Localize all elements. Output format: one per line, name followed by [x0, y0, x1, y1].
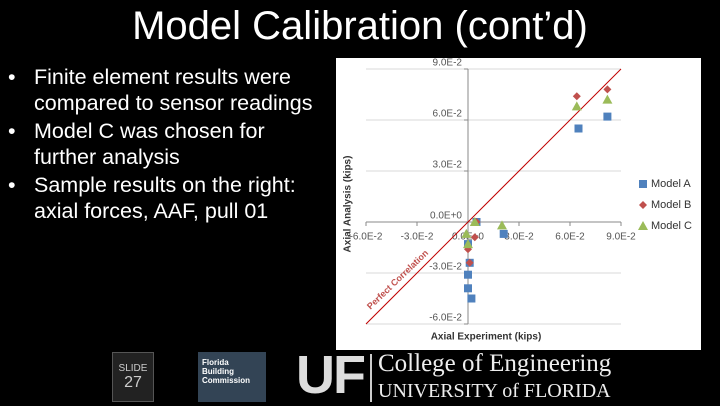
slide-number-box: SLIDE 27	[112, 352, 154, 402]
x-axis-title: Axial Experiment (kips)	[431, 332, 542, 343]
college-name: College of Engineering	[378, 350, 612, 377]
chart: -6.0E-2 -3.0E-2 0.0E+0 3.0E-2 6.0E-2 9.0E-2 -6…	[336, 58, 701, 350]
bullet-list: Finite element results were compared to …	[8, 64, 330, 226]
y-tick-label: 9.0E-2	[433, 58, 463, 69]
legend-marker	[639, 201, 647, 209]
point	[603, 85, 612, 94]
point	[461, 228, 472, 238]
bullet: Sample results on the right: axial force…	[8, 172, 330, 224]
y-tick-label: 0.0E+0	[430, 211, 462, 222]
divider	[370, 354, 372, 402]
legend-marker	[639, 180, 647, 188]
point	[464, 270, 472, 279]
slide-number: 27	[124, 374, 142, 391]
point	[464, 284, 472, 293]
annotation: Perfect Correlation	[365, 248, 430, 311]
partner-logo: Florida Building Commission	[198, 352, 266, 402]
y-tick-label: 6.0E-2	[433, 109, 463, 120]
point	[571, 101, 582, 111]
point	[469, 217, 480, 226]
point	[572, 92, 581, 101]
x-tick-label: 6.0E-2	[555, 232, 585, 243]
point	[497, 220, 507, 230]
y-tick-label: -6.0E-2	[429, 313, 462, 324]
slide-label: SLIDE	[118, 363, 148, 374]
uf-logo: UF	[296, 345, 366, 405]
y-tick-label: 3.0E-2	[433, 160, 463, 171]
x-tick-label: 3.0E-2	[504, 232, 534, 243]
y-tick-label: -3.0E-2	[429, 262, 462, 273]
university-name: UNIVERSITY of FLORIDA	[378, 380, 611, 402]
point	[574, 124, 583, 133]
point	[602, 94, 613, 104]
reference-line	[365, 68, 622, 325]
point	[465, 258, 474, 267]
point	[603, 112, 612, 121]
point	[463, 239, 473, 249]
legend-label: Model C	[651, 220, 692, 232]
slide-title: Model Calibration (cont’d)	[132, 4, 588, 48]
legend-label: Model B	[651, 199, 691, 211]
point	[467, 294, 476, 303]
bullet: Finite element results were compared to …	[8, 64, 330, 116]
x-tick-label: 9.0E-2	[606, 232, 636, 243]
y-axis-title: Axial Analysis (kips)	[343, 156, 354, 253]
point	[499, 229, 508, 238]
x-tick-label: -6.0E-2	[350, 232, 383, 243]
point	[470, 233, 479, 242]
legend-label: Model A	[651, 178, 691, 190]
x-tick-label: -3.0E-2	[401, 232, 434, 243]
bullet: Model C was chosen for further analysis	[8, 118, 330, 170]
legend-marker	[638, 221, 648, 230]
